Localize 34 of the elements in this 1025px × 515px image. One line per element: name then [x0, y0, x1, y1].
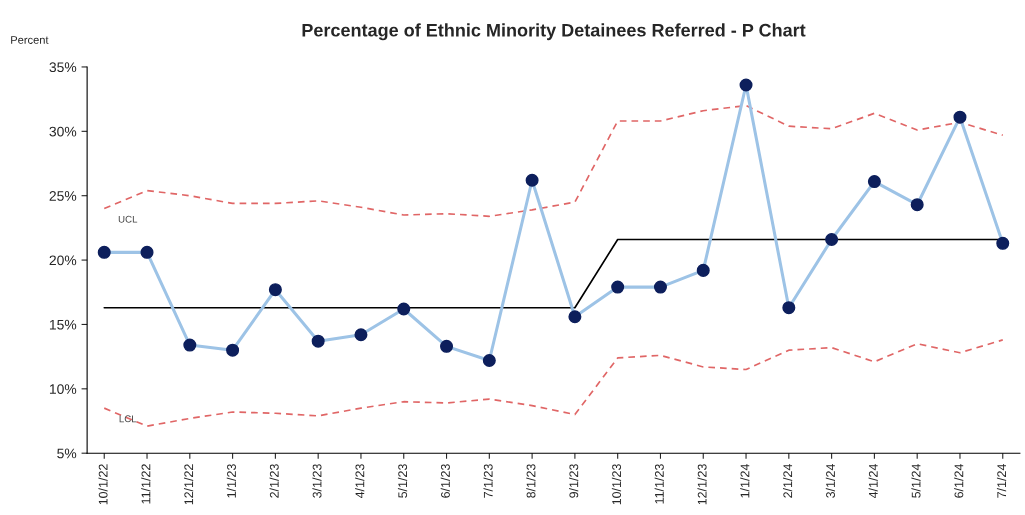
y-tick-label: 10%	[49, 384, 77, 394]
annotation: UCL	[118, 215, 138, 223]
x-tick-label: 7/1/24	[996, 463, 1007, 498]
y-tick-label: 20%	[49, 255, 77, 266]
y-tick-label: 35%	[49, 62, 77, 73]
x-tick-label: 2/1/23	[269, 464, 279, 498]
y-axis-title: Percent	[11, 36, 49, 44]
x-tick-label: 8/1/23	[526, 464, 536, 498]
x-tick-label: 11/1/23	[654, 464, 664, 504]
x-tick-label: 2/1/24	[783, 463, 793, 498]
x-tick-label: 3/1/24	[825, 463, 835, 498]
x-tick-label: 5/1/23	[397, 464, 408, 498]
x-tick-label: 4/1/24	[868, 463, 878, 499]
x-tick-label: 4/1/23	[355, 464, 365, 499]
x-tick-label: 1/1/23	[226, 464, 236, 498]
y-tick-label: 5%	[57, 448, 77, 459]
x-tick-label: 1/1/24	[740, 463, 750, 498]
x-tick-label: 12/1/23	[697, 464, 707, 505]
chart-title: Percentage of Ethnic Minority Detainees Referred - P Chart	[302, 23, 806, 41]
y-tick-label: 15%	[49, 319, 77, 330]
x-tick-label: 7/1/23	[483, 464, 493, 498]
x-tick-label: 12/1/22	[183, 464, 194, 505]
y-tick-label: 30%	[49, 126, 77, 137]
x-tick-label: 6/1/23	[440, 464, 450, 498]
annotation: LCL	[119, 415, 137, 423]
x-tick-label: 5/1/24	[911, 463, 921, 498]
x-tick-label: 10/1/22	[98, 464, 108, 505]
x-tick-label: 10/1/23	[611, 464, 622, 505]
line-series	[103, 339, 1004, 427]
x-tick-label: 6/1/24	[954, 463, 964, 498]
y-tick-label: 25%	[49, 191, 77, 201]
x-tick-label: 9/1/23	[569, 464, 579, 498]
x-tick-label: 11/1/22	[141, 464, 151, 504]
x-tick-label: 3/1/23	[312, 464, 322, 498]
